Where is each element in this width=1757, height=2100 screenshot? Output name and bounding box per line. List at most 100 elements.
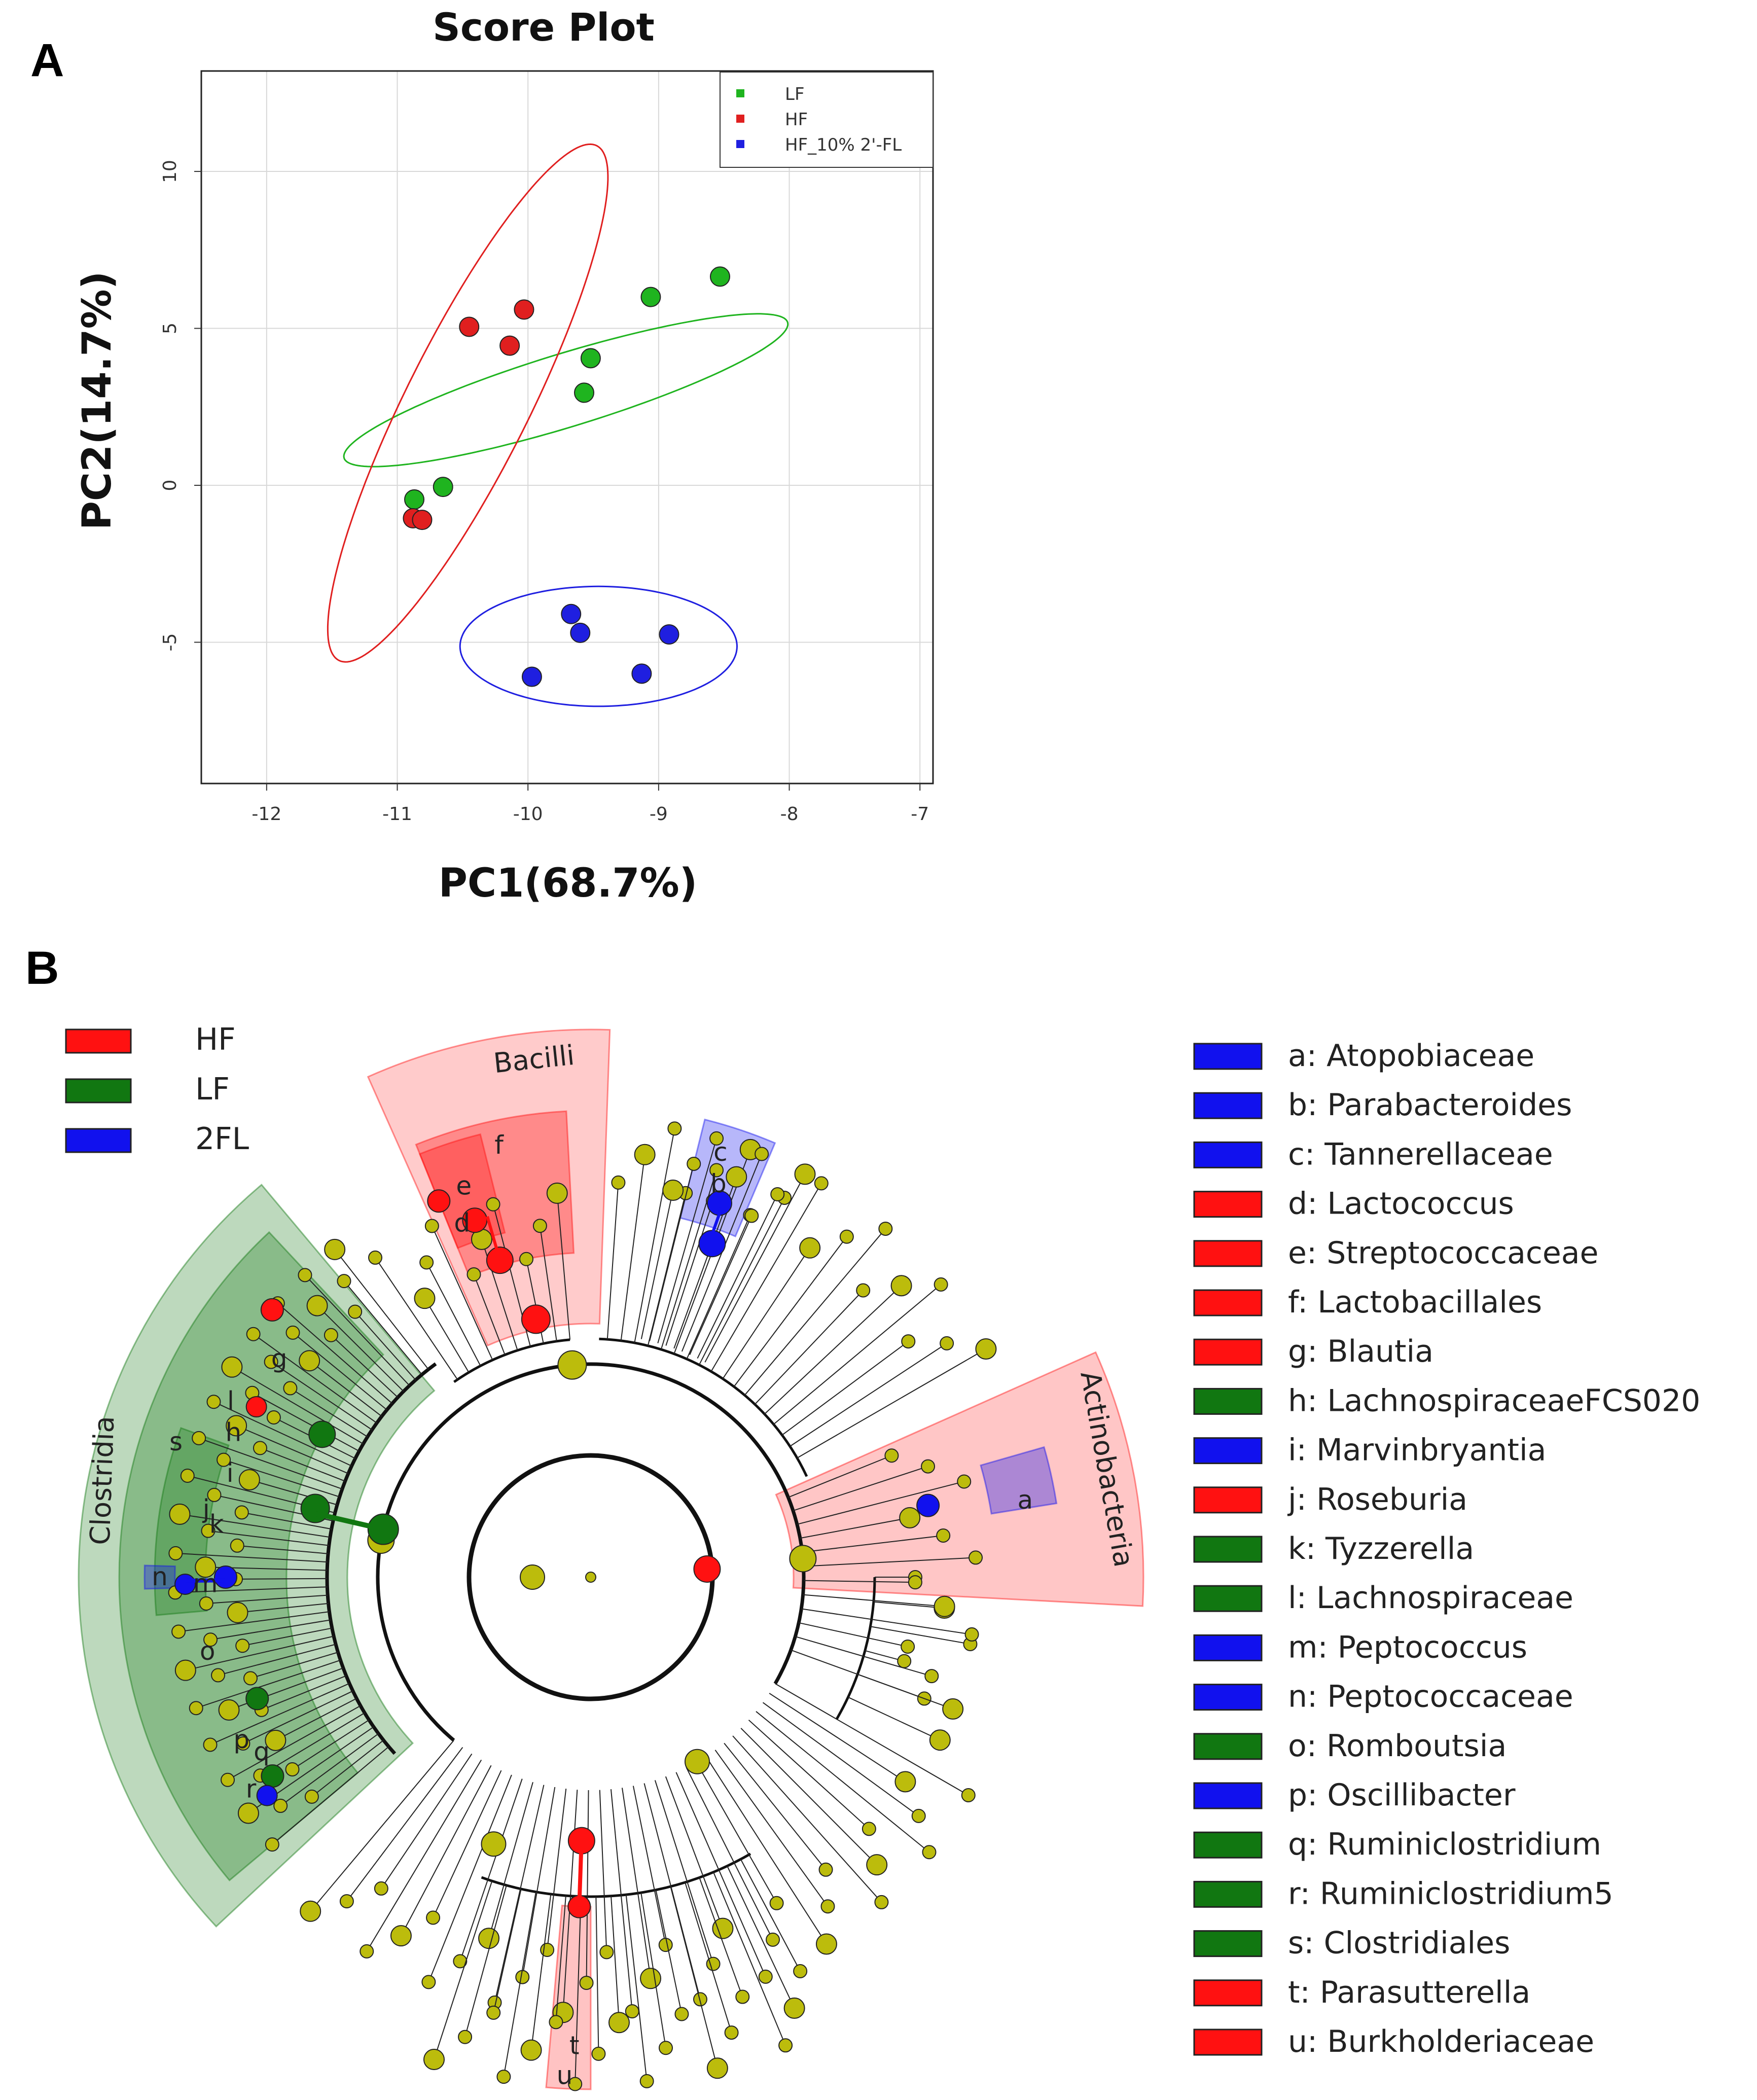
- tree-branch: [696, 1762, 777, 1904]
- taxa-name: Peptococcaceae: [1327, 1679, 1573, 1715]
- tree-node: [238, 1469, 260, 1490]
- data-point-hf102fl: [631, 663, 652, 684]
- tree-node: [360, 1944, 374, 1959]
- tree-branch: [640, 1892, 666, 2048]
- tree-node: [308, 1420, 336, 1448]
- tree-branch: [175, 1552, 328, 1563]
- tree-branch: [493, 1889, 522, 2013]
- tree-branch: [698, 1197, 785, 1365]
- y-tick-label: -5: [160, 633, 181, 652]
- tree-node: [285, 1762, 300, 1777]
- taxa-legend-swatch: [1193, 1979, 1263, 2007]
- tree-node: [199, 1596, 213, 1611]
- tree-branch: [744, 1228, 886, 1396]
- taxa-letter: g: [1288, 1334, 1307, 1369]
- tree-branch: [539, 1226, 557, 1341]
- tree-node: [975, 1338, 997, 1360]
- tree-branch: [665, 1200, 713, 1346]
- tree-node: [221, 1772, 235, 1787]
- tree-branch: [236, 1425, 349, 1474]
- tree-branch: [343, 1280, 422, 1375]
- tree-node: [243, 1671, 258, 1686]
- tree-node: [214, 1565, 237, 1589]
- tree-branch: [722, 1248, 811, 1379]
- tree-node: [390, 1925, 412, 1947]
- score-plot: -12 -11 -10 -9 -8 -7 -5 0 5 10 LF HF HF_10% 2'-FL S…: [75, 5, 934, 906]
- sector-letter-j: j: [202, 1494, 210, 1523]
- tree-node: [758, 1969, 773, 1984]
- tree-branch: [870, 1626, 971, 1645]
- tree-node: [942, 1698, 964, 1720]
- tree-branch: [740, 1859, 801, 1972]
- taxa-letter: t: [1288, 1975, 1300, 2010]
- group-legend-swatch: [65, 1028, 132, 1054]
- tree-node: [426, 1910, 441, 1925]
- tree-node: [662, 1180, 684, 1201]
- taxa-legend-swatch: [1193, 1092, 1263, 1119]
- taxa-legend-swatch: [1193, 1338, 1263, 1366]
- tree-branch: [797, 1481, 964, 1525]
- tree-node: [496, 2070, 511, 2084]
- tree-branch: [599, 1790, 607, 1952]
- tree-node: [324, 1238, 346, 1260]
- taxa-letter: r: [1288, 1876, 1301, 1911]
- tree-node: [458, 2030, 473, 2044]
- tree-node: [203, 1737, 218, 1752]
- tree-branch: [237, 1545, 329, 1554]
- x-tick-label: -8: [780, 804, 799, 825]
- tree-node: [253, 1441, 267, 1455]
- tree-node: [260, 1298, 284, 1322]
- score-plot-x-axis-title: PC1(68.7%): [439, 861, 698, 906]
- legend-swatch: [736, 115, 744, 123]
- tree-node: [820, 1899, 835, 1914]
- cladogram-sectors: [78, 1028, 1144, 2090]
- data-point-hf102fl: [521, 666, 542, 687]
- tree-branch: [754, 1290, 864, 1405]
- taxa-separator: :: [1307, 2024, 1327, 2059]
- tree-branch: [697, 1194, 778, 1359]
- legend-swatch: [736, 89, 744, 97]
- tree-node: [218, 1699, 240, 1721]
- tree-node: [815, 1933, 837, 1955]
- tree-node: [568, 2077, 583, 2091]
- tree-branch: [213, 1401, 352, 1467]
- taxa-name: Tyzzerella: [1325, 1531, 1474, 1567]
- taxa-name: Peptococcus: [1338, 1629, 1527, 1665]
- taxa-separator: :: [1307, 1777, 1327, 1813]
- taxa-legend-swatch: [1193, 1141, 1263, 1168]
- tree-node: [486, 2005, 501, 2020]
- tree-branch: [620, 1154, 646, 1341]
- tree-branch: [494, 1785, 545, 2003]
- tree-node: [818, 1862, 833, 1877]
- taxa-name: LachnospiraceaeFCS020: [1327, 1383, 1700, 1418]
- taxa-legend-label-b: b: Parabacteroides: [1288, 1087, 1572, 1123]
- taxa-letter: a: [1288, 1038, 1307, 1074]
- tree-branch: [242, 1690, 353, 1744]
- tree-node: [608, 2012, 630, 2034]
- tree-branch: [309, 1360, 382, 1417]
- cladogram-taxa-legend: a: Atopobiaceae b: Parabacteroides c: Tann…: [1193, 1038, 1700, 2059]
- tree-branch: [714, 1750, 829, 1907]
- tree-node: [640, 1968, 662, 1989]
- tree-branch: [241, 1512, 332, 1530]
- tree-branch: [848, 1696, 941, 1741]
- tree-node: [306, 1295, 328, 1316]
- taxa-separator: :: [1307, 1827, 1327, 1862]
- tree-branch: [803, 1580, 915, 1583]
- cladogram-tree: [168, 1121, 997, 2091]
- tree-node: [515, 1970, 530, 1984]
- taxa-legend-swatch: [1193, 1880, 1263, 1908]
- tree-node: [897, 1654, 912, 1668]
- score-plot-points: [403, 266, 730, 687]
- tree-node: [467, 1267, 481, 1282]
- tree-node: [246, 1327, 261, 1341]
- tree-node: [174, 1659, 196, 1681]
- sector-letter-t: t: [569, 2031, 580, 2060]
- tree-branch: [556, 1193, 571, 1340]
- tree-branch: [311, 1739, 384, 1797]
- tree-branch: [290, 1387, 368, 1438]
- tree-branch: [292, 1332, 387, 1410]
- taxa-letter: s: [1288, 1926, 1304, 1961]
- tree-node: [174, 1573, 196, 1595]
- tree-branch: [699, 1877, 743, 1997]
